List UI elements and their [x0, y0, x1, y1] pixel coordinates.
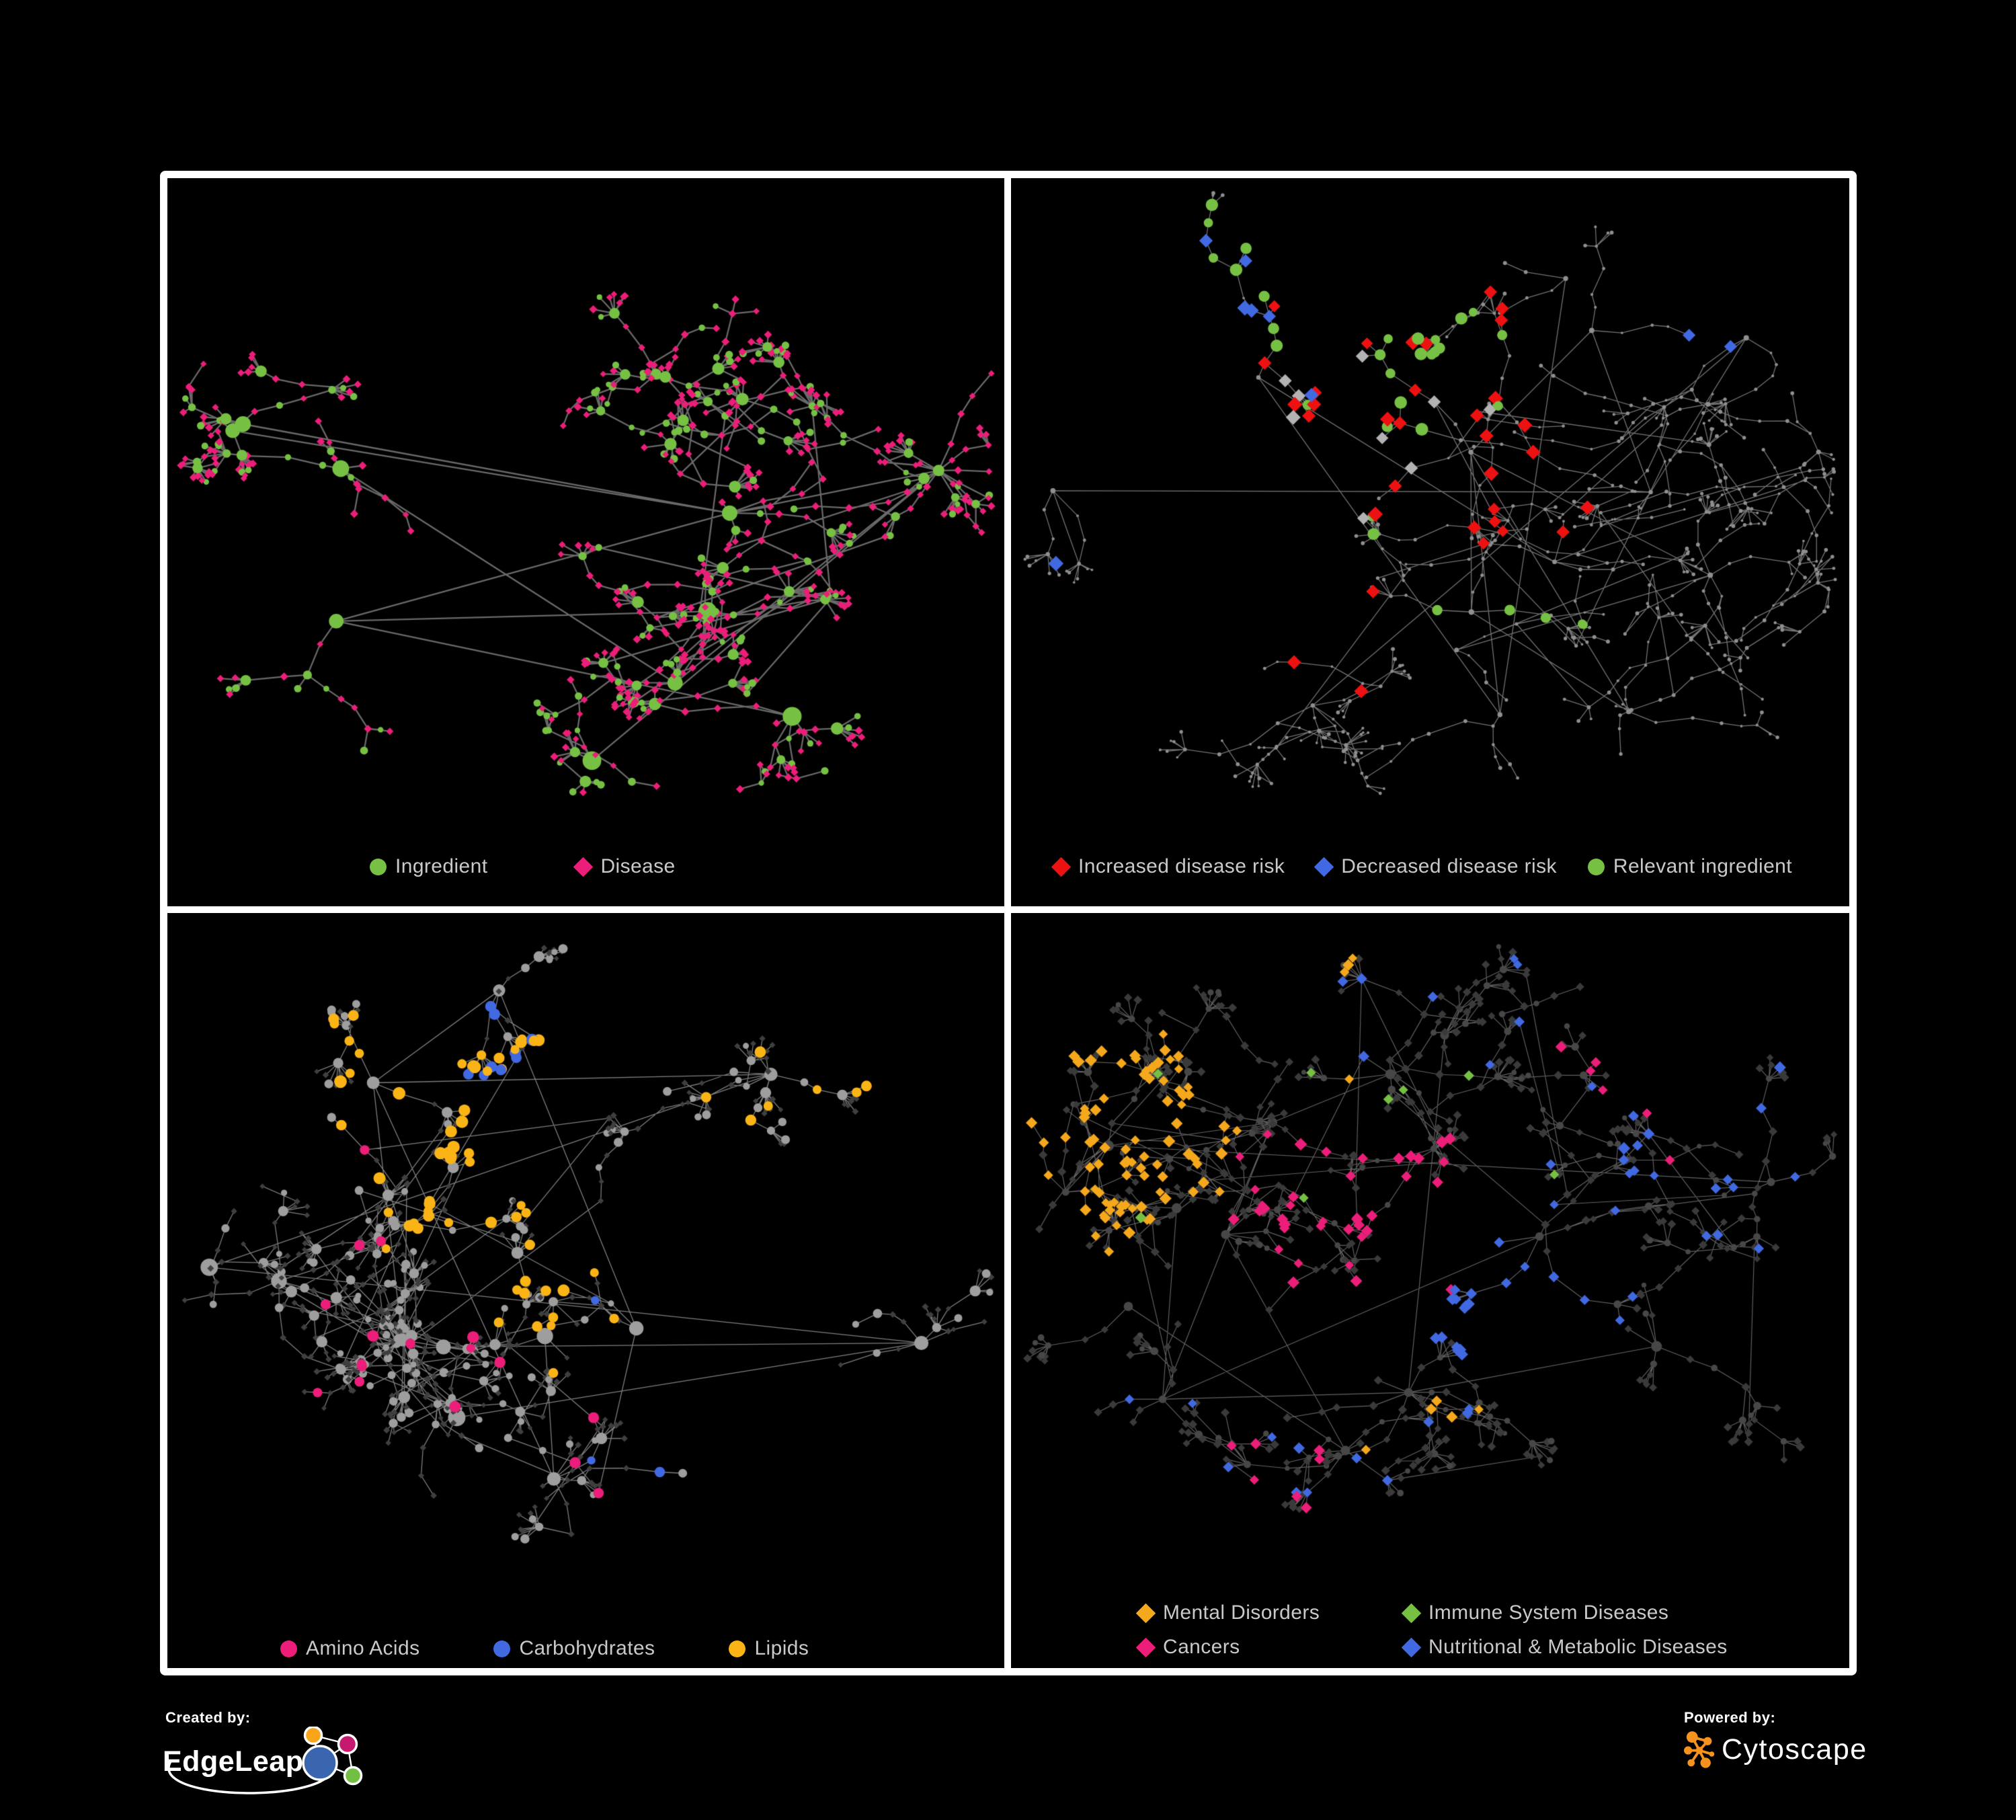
legend-item-amino-acids: Amino Acids [280, 1637, 419, 1660]
legend-nutrient-classes: Amino Acids Carbohydrates Lipids [280, 1637, 809, 1660]
lipids-label: Lipids [754, 1637, 809, 1659]
created-by-block: Created by: EdgeLeap [161, 1709, 387, 1795]
ingredient-label: Ingredient [395, 855, 488, 877]
network-canvas-ingredient-disease [167, 178, 1004, 906]
immune-diseases-label: Immune System Diseases [1428, 1601, 1669, 1624]
carbohydrates-label: Carbohydrates [519, 1637, 655, 1659]
cytoscape-logo-icon [1684, 1731, 1715, 1768]
edgeleap-wordmark: EdgeLeap [163, 1745, 304, 1778]
cancers-label: Cancers [1163, 1636, 1240, 1658]
decreased-risk-diamond-icon [1314, 857, 1334, 877]
panel-disease-classes: Mental Disorders Immune System Diseases … [1011, 913, 1849, 1668]
panel-nutrient-classes: Amino Acids Carbohydrates Lipids [167, 913, 1004, 1668]
immune-diseases-diamond-icon [1401, 1603, 1422, 1623]
legend-item-immune-diseases: Immune System Diseases [1401, 1601, 1728, 1624]
decreased-risk-label: Decreased disease risk [1341, 855, 1557, 877]
amino-acids-circle-icon [280, 1640, 297, 1657]
powered-by-block: Powered by: [1684, 1709, 1867, 1768]
increased-risk-label: Increased disease risk [1078, 855, 1285, 877]
legend-item-ingredient: Ingredient [370, 855, 487, 878]
panel-ingredient-disease: Ingredient Disease [167, 178, 1004, 906]
legend-ingredient-disease: Ingredient Disease [370, 855, 676, 878]
disease-label: Disease [600, 855, 676, 877]
legend-disease-risk: Increased disease risk Decreased disease… [1051, 855, 1792, 878]
network-canvas-disease-risk [1011, 178, 1849, 906]
relevant-ingredient-label: Relevant ingredient [1613, 855, 1792, 877]
legend-item-decreased-risk: Decreased disease risk [1314, 855, 1557, 878]
legend-item-relevant-ingredient: Relevant ingredient [1587, 855, 1792, 878]
edgeleap-logo-icon [167, 1727, 363, 1794]
network-canvas-nutrient-classes [167, 913, 1004, 1668]
legend-disease-classes: Mental Disorders Immune System Diseases … [1135, 1601, 1728, 1659]
panel-disease-risk: Increased disease risk Decreased disease… [1011, 178, 1849, 906]
mental-disorders-label: Mental Disorders [1163, 1601, 1320, 1624]
legend-item-lipids: Lipids [729, 1637, 809, 1660]
nutritional-metabolic-label: Nutritional & Metabolic Diseases [1428, 1636, 1728, 1658]
relevant-ingredient-circle-icon [1587, 858, 1605, 875]
legend-item-disease: Disease [573, 855, 676, 878]
legend-item-mental-disorders: Mental Disorders [1135, 1601, 1395, 1624]
network-canvas-disease-classes [1011, 913, 1849, 1668]
mental-disorders-diamond-icon [1135, 1603, 1156, 1623]
cytoscape-wordmark: Cytoscape [1722, 1733, 1867, 1766]
disease-diamond-icon [573, 857, 594, 877]
legend-item-cancers: Cancers [1135, 1636, 1395, 1659]
legend-item-increased-risk: Increased disease risk [1051, 855, 1285, 878]
legend-item-nutritional-metabolic: Nutritional & Metabolic Diseases [1401, 1636, 1728, 1659]
lipids-circle-icon [729, 1640, 746, 1657]
carbohydrates-circle-icon [493, 1640, 511, 1657]
amino-acids-label: Amino Acids [306, 1637, 420, 1659]
legend-item-carbohydrates: Carbohydrates [493, 1637, 655, 1660]
increased-risk-diamond-icon [1051, 857, 1072, 877]
ingredient-circle-icon [370, 858, 387, 875]
cancers-diamond-icon [1135, 1637, 1156, 1657]
powered-by-label: Powered by: [1684, 1709, 1776, 1726]
created-by-label: Created by: [165, 1709, 251, 1726]
panel-grid: Ingredient Disease Increased disease ris… [160, 171, 1857, 1675]
cytoscape-logo: Cytoscape [1684, 1731, 1867, 1768]
edgeleap-logo: EdgeLeap [161, 1727, 387, 1795]
nutritional-metabolic-diamond-icon [1401, 1637, 1422, 1657]
